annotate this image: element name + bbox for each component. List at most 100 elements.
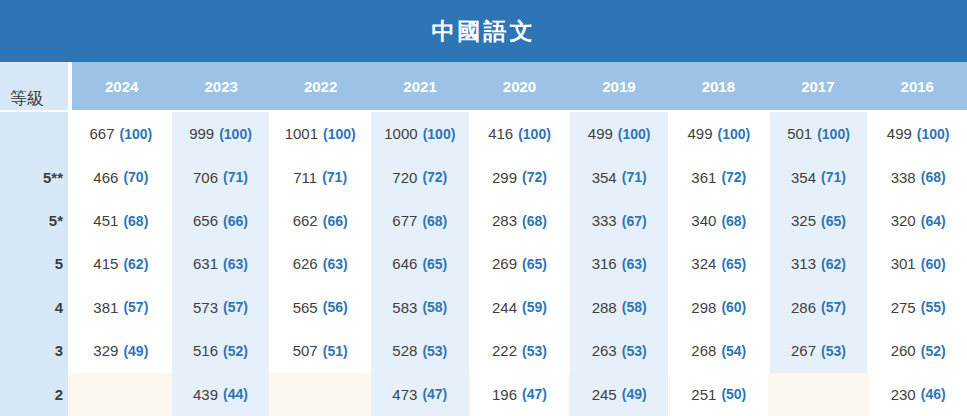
table-cell: 268(54): [670, 329, 768, 372]
cell-count: 626: [293, 255, 318, 272]
table-cell: 1001 (100): [271, 112, 369, 155]
table-row: 5*451(68)656(66)662(66)677(68)283(68)333…: [0, 199, 967, 242]
row-cells: 439(44)473(47)196(47)245(49)251(50)230(4…: [72, 373, 967, 416]
table-cell: 286 (57): [770, 286, 868, 329]
table-cell: 324(65): [670, 242, 768, 285]
table-cell: 381(57): [72, 286, 170, 329]
table-cell: 1000(100): [371, 112, 469, 155]
cell-bracket-value: (56): [323, 299, 348, 315]
cell-bracket-value: (44): [223, 386, 248, 402]
cell-count: 466: [93, 169, 118, 186]
table-cell: 439(44): [172, 373, 270, 416]
cell-count: 381: [93, 299, 118, 316]
cell-bracket-value: (63): [223, 256, 248, 272]
year-header: 2018: [669, 62, 768, 110]
cell-count: 415: [93, 255, 118, 272]
table-cell: [271, 373, 369, 416]
table-cell: 711(71): [271, 155, 369, 198]
cell-bracket-value: (47): [422, 386, 447, 402]
row-label: 5**: [0, 155, 68, 198]
row-cells: 415(62)631(63)626(63)646(65)269(65)316(6…: [72, 242, 967, 285]
table-row: 5**466(70)706(71)711(71)720(72)299(72)35…: [0, 155, 967, 198]
table-row: 3329(49)516(52)507(51)528(53)222(53)263(…: [0, 329, 967, 372]
results-table: 等級 202420232022202120202019201820172016 …: [0, 62, 967, 416]
row-cells: 381(57)573(57)565(56)583(58)244(59)288(5…: [72, 286, 967, 329]
cell-bracket-value: (100): [323, 126, 356, 142]
cell-bracket-value: (66): [323, 213, 348, 229]
table-cell: 263(53): [570, 329, 668, 372]
cell-bracket-value: (55): [921, 299, 946, 315]
table-cell: 196(47): [471, 373, 569, 416]
row-cells: 329(49)516(52)507(51)528(53)222(53)263(5…: [72, 329, 967, 372]
cell-bracket-value: (51): [323, 343, 348, 359]
table-cell: 354(71): [770, 155, 868, 198]
title-bar: 中國語文: [0, 0, 967, 62]
cell-bracket-value: (71): [322, 169, 347, 185]
cell-bracket-value: (100): [817, 126, 850, 142]
cell-count: 499: [687, 125, 712, 142]
cell-count: 325: [791, 212, 816, 229]
cell-bracket-value: (68): [123, 213, 148, 229]
cell-count: 677: [392, 212, 417, 229]
table-cell: 222(53): [471, 329, 569, 372]
table-cell: 499 (100): [670, 112, 768, 155]
cell-count: 298: [691, 299, 716, 316]
cell-bracket-value: (57): [223, 299, 248, 315]
cell-count: 720: [392, 169, 417, 186]
table-cell: 667(100): [72, 112, 170, 155]
cell-bracket-value: (57): [821, 299, 846, 315]
cell-count: 244: [492, 299, 517, 316]
cell-count: 222: [492, 342, 517, 359]
cell-bracket-value: (65): [522, 256, 547, 272]
table-cell: 631(63): [172, 242, 270, 285]
page: 中國語文 等級 20242023202220212020201920182017…: [0, 0, 967, 416]
cell-count: 1001: [285, 125, 318, 142]
cell-count: 499: [887, 125, 912, 142]
cell-count: 656: [193, 212, 218, 229]
cell-count: 286: [791, 299, 816, 316]
year-header: 2023: [171, 62, 270, 110]
cell-count: 999: [189, 125, 214, 142]
cell-count: 662: [293, 212, 318, 229]
cell-bracket-value: (72): [721, 169, 746, 185]
cell-count: 354: [791, 169, 816, 186]
table-cell: 415(62): [72, 242, 170, 285]
table-cell: 299(72): [471, 155, 569, 198]
cell-count: 301: [891, 255, 916, 272]
cell-count: 269: [492, 255, 517, 272]
cell-bracket-value: (66): [223, 213, 248, 229]
cell-bracket-value: (64): [921, 213, 946, 229]
cell-bracket-value: (70): [123, 169, 148, 185]
cell-bracket-value: (100): [717, 126, 750, 142]
table-cell: 320(64): [869, 199, 967, 242]
table-cell: 340(68): [670, 199, 768, 242]
table-row: 4381(57)573(57)565(56)583(58)244(59)288(…: [0, 286, 967, 329]
table-cell: 313 (62): [770, 242, 868, 285]
cell-count: 313: [791, 255, 816, 272]
year-header: 2019: [569, 62, 668, 110]
cell-count: 499: [588, 125, 613, 142]
cell-bracket-value: (100): [518, 126, 551, 142]
cell-bracket-value: (53): [622, 343, 647, 359]
table-cell: 516(52): [172, 329, 270, 372]
cell-count: 573: [193, 299, 218, 316]
cell-bracket-value: (67): [622, 213, 647, 229]
cell-bracket-value: (62): [821, 256, 846, 272]
row-label: 5*: [0, 199, 68, 242]
cell-count: 565: [293, 299, 318, 316]
cell-bracket-value: (63): [323, 256, 348, 272]
cell-bracket-value: (72): [422, 169, 447, 185]
row-label: [0, 112, 68, 155]
table-cell: 565 (56): [271, 286, 369, 329]
table-cell: [770, 373, 868, 416]
year-header: 2021: [370, 62, 469, 110]
cell-bracket-value: (65): [721, 256, 746, 272]
cell-bracket-value: (52): [921, 343, 946, 359]
table-cell: 245(49): [570, 373, 668, 416]
table-cell: 275(55): [869, 286, 967, 329]
year-header: 2020: [470, 62, 569, 110]
table-cell: 244(59): [471, 286, 569, 329]
cell-count: 260: [891, 342, 916, 359]
cell-count: 288: [592, 299, 617, 316]
cell-bracket-value: (60): [721, 299, 746, 315]
